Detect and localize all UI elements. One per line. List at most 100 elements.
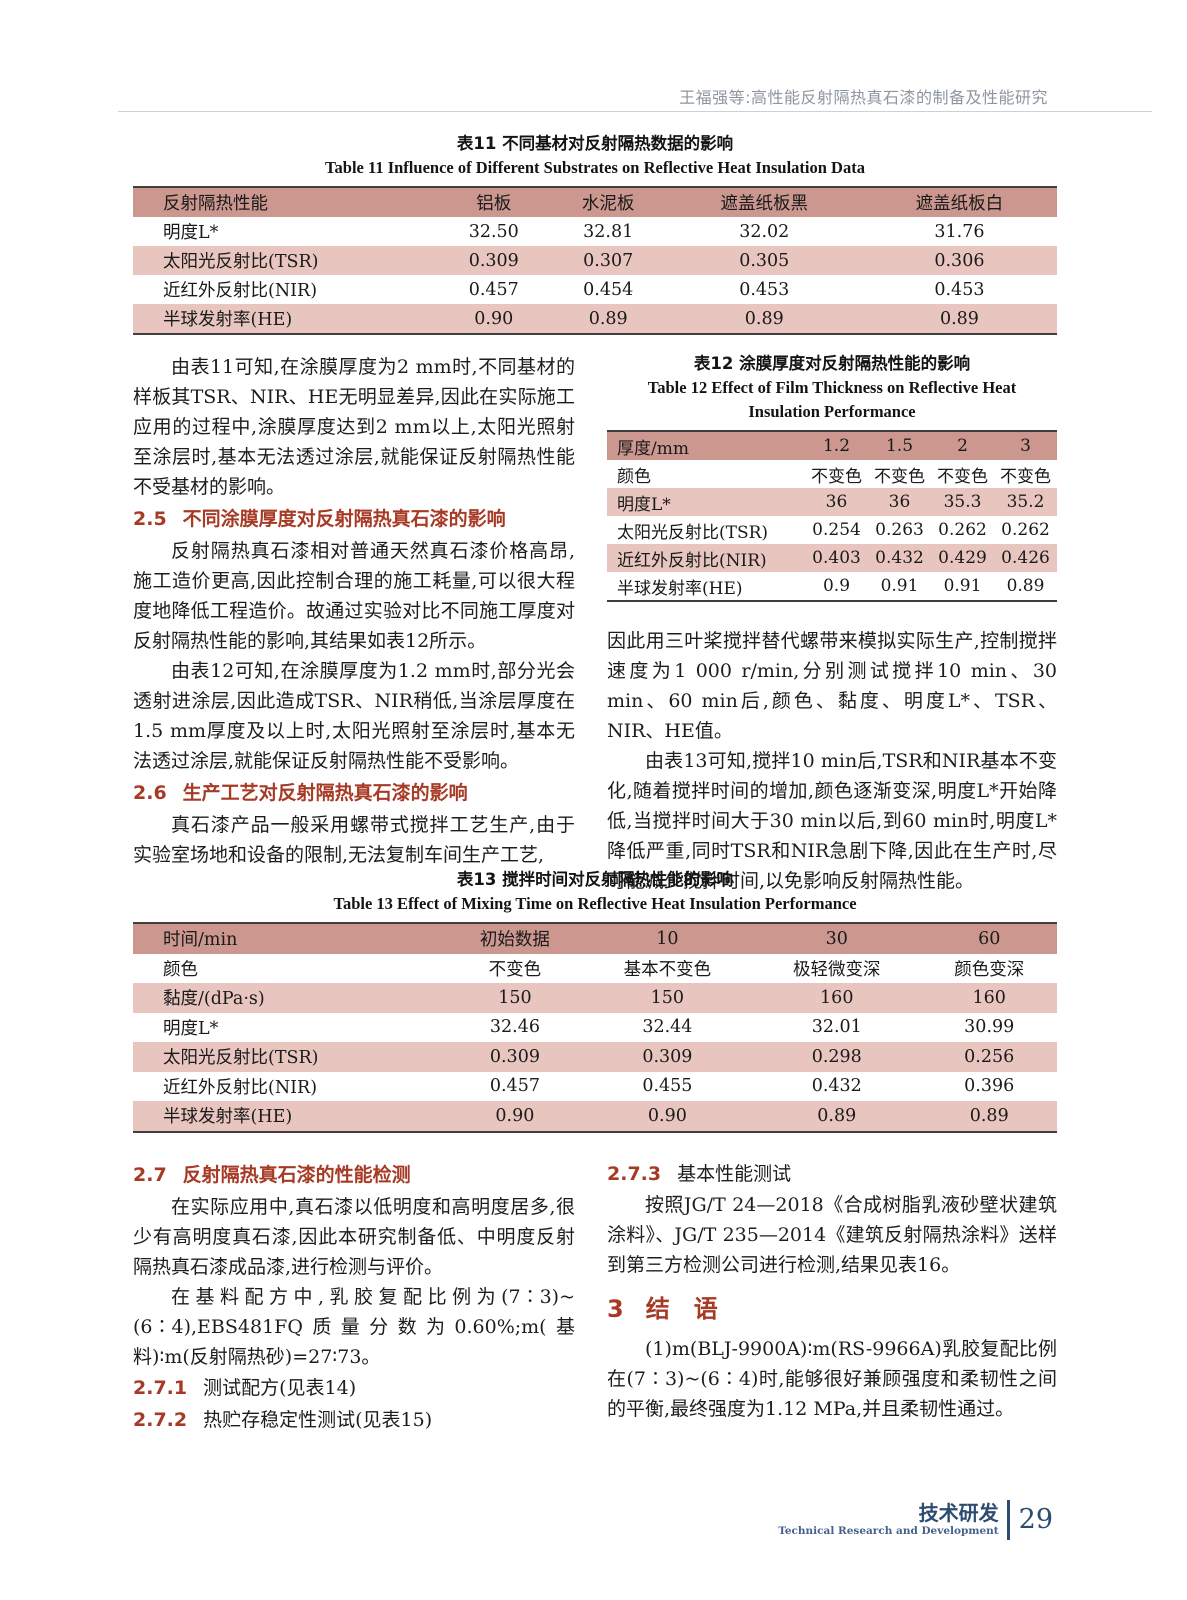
table-cell: 明度L* bbox=[617, 494, 671, 515]
table11-caption-cn: 表11 不同基材对反射隔热数据的影响 bbox=[456, 134, 734, 153]
paragraph: 在实际应用中,真石漆以低明度和高明度居多,很少有高明度真石漆,因此本研究制备低、… bbox=[133, 1196, 575, 1278]
table-cell: 颜色 bbox=[617, 466, 651, 487]
table-header-cell: 3 bbox=[1020, 436, 1031, 456]
section-title: 生产工艺对反射隔热真石漆的影响 bbox=[182, 782, 468, 804]
section-number: 2.7.1 bbox=[133, 1377, 188, 1399]
table-cell: 0.305 bbox=[739, 250, 790, 271]
table-cell: 半球发射率(HE) bbox=[163, 1107, 293, 1128]
paragraph: 按照JG/T 24—2018《合成树脂乳液砂壁状建筑涂料》、JG/T 235—2… bbox=[607, 1194, 1057, 1276]
footer-divider bbox=[1006, 1500, 1010, 1540]
paragraph: 因此用三叶桨搅拌替代螺带来模拟实际生产,控制搅拌速度为1 000 r/min,分… bbox=[607, 630, 1057, 742]
table-cell: 150 bbox=[498, 987, 532, 1008]
table-header-cell: 1.2 bbox=[822, 436, 851, 456]
table-cell: 0.396 bbox=[964, 1076, 1015, 1097]
table-row: 明度L* 36 36 35.3 35.2 bbox=[607, 488, 1057, 516]
table-header-cell: 遮盖纸板白 bbox=[915, 194, 1004, 214]
paragraph: (1)m(BLJ-9900A)∶m(RS-9966A)乳胶复配比例在(7∶3)~… bbox=[607, 1338, 1057, 1420]
table13-caption-cn: 表13 搅拌时间对反射隔热性能的影响 bbox=[456, 870, 734, 889]
section-title: 反射隔热真石漆的性能检测 bbox=[182, 1164, 411, 1186]
columns-bottom: 2.7 反射隔热真石漆的性能检测 在实际应用中,真石漆以低明度和高明度居多,很少… bbox=[133, 1158, 1057, 1436]
section-number: 2.7.2 bbox=[133, 1409, 188, 1431]
table-row: 明度L* 32.50 32.81 32.02 31.76 bbox=[133, 217, 1057, 246]
table-row: 明度L* 32.46 32.44 32.01 30.99 bbox=[133, 1013, 1057, 1043]
section-number: 2.7.3 bbox=[607, 1163, 662, 1185]
table-cell: 0.262 bbox=[938, 520, 987, 540]
right-column-top: 表12 涂膜厚度对反射隔热性能的影响 Table 12 Effect of Fi… bbox=[607, 352, 1057, 896]
right-column-bottom: 2.7.3 基本性能测试 按照JG/T 24—2018《合成树脂乳液砂壁状建筑涂… bbox=[607, 1158, 1057, 1436]
table-row: 半球发射率(HE) 0.90 0.89 0.89 0.89 bbox=[133, 304, 1057, 334]
paragraph: 真石漆产品一般采用螺带式搅拌工艺生产,由于实验室场地和设备的限制,无法复制车间生… bbox=[133, 814, 575, 866]
columns-top: 由表11可知,在涂膜厚度为2 mm时,不同基材的样板其TSR、NIR、HE无明显… bbox=[133, 352, 1057, 896]
table-cell: 不变色 bbox=[874, 466, 925, 487]
footer-section-en: Technical Research and Development bbox=[778, 1525, 999, 1537]
table12-grid: 厚度/mm 1.2 1.5 2 3 颜色 不变色 不变色 不变色 不变色 明度L* 36 36 35.3 3… bbox=[607, 430, 1057, 602]
table-cell: 0.90 bbox=[495, 1105, 535, 1126]
table-header-cell: 水泥板 bbox=[581, 194, 635, 214]
table-cell: 32.81 bbox=[583, 221, 634, 242]
table-cell: 0.89 bbox=[817, 1105, 857, 1126]
table-cell: 0.457 bbox=[468, 279, 519, 300]
section-heading-2-7-3: 2.7.3 基本性能测试 bbox=[607, 1158, 1057, 1190]
table-cell: 0.263 bbox=[875, 520, 924, 540]
table13-block: 表13 搅拌时间对反射隔热性能的影响 Table 13 Effect of Mi… bbox=[133, 868, 1057, 1133]
table-header-cell: 遮盖纸板黑 bbox=[720, 194, 809, 214]
table-cell: 颜色 bbox=[163, 959, 198, 980]
table-cell: 近红外反射比(NIR) bbox=[617, 550, 767, 571]
section-title: 不同涂膜厚度对反射隔热真石漆的影响 bbox=[182, 508, 506, 530]
table-cell: 0.453 bbox=[934, 279, 985, 300]
table-header-cell: 10 bbox=[656, 928, 679, 949]
table-cell: 颜色变深 bbox=[954, 959, 1025, 980]
footer-section: 技术研发 Technical Research and Development bbox=[778, 1502, 998, 1538]
table-cell: 0.307 bbox=[583, 250, 634, 271]
table-cell: 0.254 bbox=[812, 520, 861, 540]
table-cell: 0.89 bbox=[1006, 576, 1045, 596]
table-cell: 0.262 bbox=[1001, 520, 1050, 540]
section-number: 2.5 bbox=[133, 508, 167, 530]
table-cell: 31.76 bbox=[934, 221, 985, 242]
table-header-cell: 2 bbox=[957, 436, 968, 456]
table-header-row: 反射隔热性能 铝板 水泥板 遮盖纸板黑 遮盖纸板白 bbox=[133, 187, 1057, 217]
section-heading-2-7: 2.7 反射隔热真石漆的性能检测 bbox=[133, 1159, 575, 1191]
table-cell: 0.9 bbox=[822, 576, 851, 596]
table-cell: 不变色 bbox=[1000, 466, 1051, 487]
table-cell: 0.403 bbox=[812, 548, 861, 568]
table-cell: 32.46 bbox=[489, 1017, 540, 1038]
table-cell: 32.02 bbox=[739, 221, 790, 242]
paragraph: 由表12可知,在涂膜厚度为1.2 mm时,部分光会透射进涂层,因此造成TSR、N… bbox=[133, 660, 575, 772]
table12-caption-cn: 表12 涂膜厚度对反射隔热性能的影响 bbox=[693, 354, 971, 373]
table-cell: 不变色 bbox=[937, 466, 988, 487]
table-row: 黏度/(dPa·s) 150 150 160 160 bbox=[133, 983, 1057, 1013]
table-header-row: 时间/min 初始数据 10 30 60 bbox=[133, 923, 1057, 954]
table-row: 半球发射率(HE) 0.9 0.91 0.91 0.89 bbox=[607, 572, 1057, 601]
page-footer: 技术研发 Technical Research and Development … bbox=[133, 1500, 1053, 1540]
table13-caption-en: Table 13 Effect of Mixing Time on Reflec… bbox=[333, 894, 857, 913]
table-cell: 太阳光反射比(TSR) bbox=[163, 252, 319, 272]
section-title: 结 语 bbox=[645, 1295, 718, 1323]
table-cell: 半球发射率(HE) bbox=[617, 578, 743, 599]
table-cell: 35.3 bbox=[943, 492, 982, 512]
table-row: 太阳光反射比(TSR) 0.309 0.307 0.305 0.306 bbox=[133, 246, 1057, 275]
table-cell: 0.256 bbox=[964, 1046, 1015, 1067]
table-cell: 0.89 bbox=[969, 1105, 1009, 1126]
table-cell: 不变色 bbox=[811, 466, 862, 487]
table-cell: 0.455 bbox=[642, 1076, 693, 1097]
table-cell: 0.309 bbox=[489, 1046, 540, 1067]
footer-section-cn: 技术研发 bbox=[918, 1501, 999, 1525]
table-row: 半球发射率(HE) 0.90 0.90 0.89 0.89 bbox=[133, 1101, 1057, 1132]
table12-block: 表12 涂膜厚度对反射隔热性能的影响 Table 12 Effect of Fi… bbox=[607, 352, 1057, 602]
paragraph: 反射隔热真石漆相对普通天然真石漆价格高昂,施工造价更高,因此控制合理的施工耗量,… bbox=[133, 540, 575, 652]
section-title: 热贮存稳定性测试(见表15) bbox=[203, 1409, 433, 1431]
section-number: 3 bbox=[607, 1295, 624, 1323]
table-cell: 0.309 bbox=[642, 1046, 693, 1067]
paragraph: 由表11可知,在涂膜厚度为2 mm时,不同基材的样板其TSR、NIR、HE无明显… bbox=[133, 356, 575, 498]
table-header-cell: 初始数据 bbox=[479, 930, 550, 951]
table-cell: 近红外反射比(NIR) bbox=[163, 1077, 318, 1098]
table-cell: 32.50 bbox=[468, 221, 519, 242]
table-cell: 0.90 bbox=[474, 308, 514, 329]
page-number: 29 bbox=[1018, 1504, 1053, 1535]
table11-block: 表11 不同基材对反射隔热数据的影响 Table 11 Influence of… bbox=[133, 132, 1057, 335]
table-cell: 0.454 bbox=[583, 279, 634, 300]
table13-grid: 时间/min 初始数据 10 30 60 颜色 不变色 基本不变色 极轻微变深 颜色变深 黏度/(d… bbox=[133, 922, 1057, 1133]
table-cell: 近红外反射比(NIR) bbox=[163, 281, 318, 301]
table-cell: 0.89 bbox=[939, 308, 979, 329]
